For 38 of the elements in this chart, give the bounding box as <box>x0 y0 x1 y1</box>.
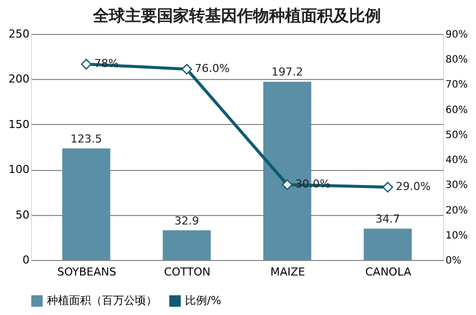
x-tick-label: CANOLA <box>365 266 412 278</box>
y2-tick-label: 20% <box>446 205 468 216</box>
data-label: 197.2 <box>272 66 303 79</box>
x-tick-label: MAIZE <box>270 266 306 278</box>
y-tick-label: 150 <box>8 118 30 131</box>
y2-tick-label: 10% <box>446 230 468 242</box>
y2-tick-label: 60% <box>446 104 468 116</box>
y-tick-label: 200 <box>8 72 30 86</box>
data-label: 76.0% <box>194 62 230 76</box>
point <box>382 182 394 193</box>
y2-tick-label: 50% <box>446 130 468 141</box>
data-label: 78% <box>94 57 119 70</box>
bar <box>62 148 110 260</box>
data-label: 34.7 <box>376 212 400 226</box>
y2-tick-label: 40% <box>446 155 468 166</box>
y-tick-label: 50 <box>16 208 30 222</box>
data-label: 32.9 <box>174 214 199 228</box>
legend-label: 比例/% <box>185 294 222 307</box>
y2-tick-label: 70% <box>446 80 468 91</box>
legend-label: 种植面积（百万公顷） <box>47 294 157 307</box>
data-label: 30.0% <box>295 178 330 191</box>
point <box>80 58 92 70</box>
bar <box>364 228 412 260</box>
data-label: 123.5 <box>70 132 102 146</box>
point <box>181 64 192 74</box>
y2-tick-label: 80% <box>446 54 468 66</box>
y-tick-label: 0 <box>22 254 30 266</box>
y-tick-label: 100 <box>8 163 30 176</box>
data-label: 29.0% <box>396 180 431 194</box>
y-tick-label: 250 <box>8 28 30 40</box>
y2-tick-label: 90% <box>446 30 468 40</box>
y2-tick-label: 30% <box>446 180 468 192</box>
bar <box>162 230 211 260</box>
x-tick-label: COTTON <box>164 266 210 278</box>
chart-title: 全球主要国家转基因作物种植面积及比例 <box>92 6 381 25</box>
point <box>282 179 293 190</box>
x-tick-label: SOYBEANS <box>57 266 116 278</box>
y2-tick-label: 0% <box>446 256 462 266</box>
